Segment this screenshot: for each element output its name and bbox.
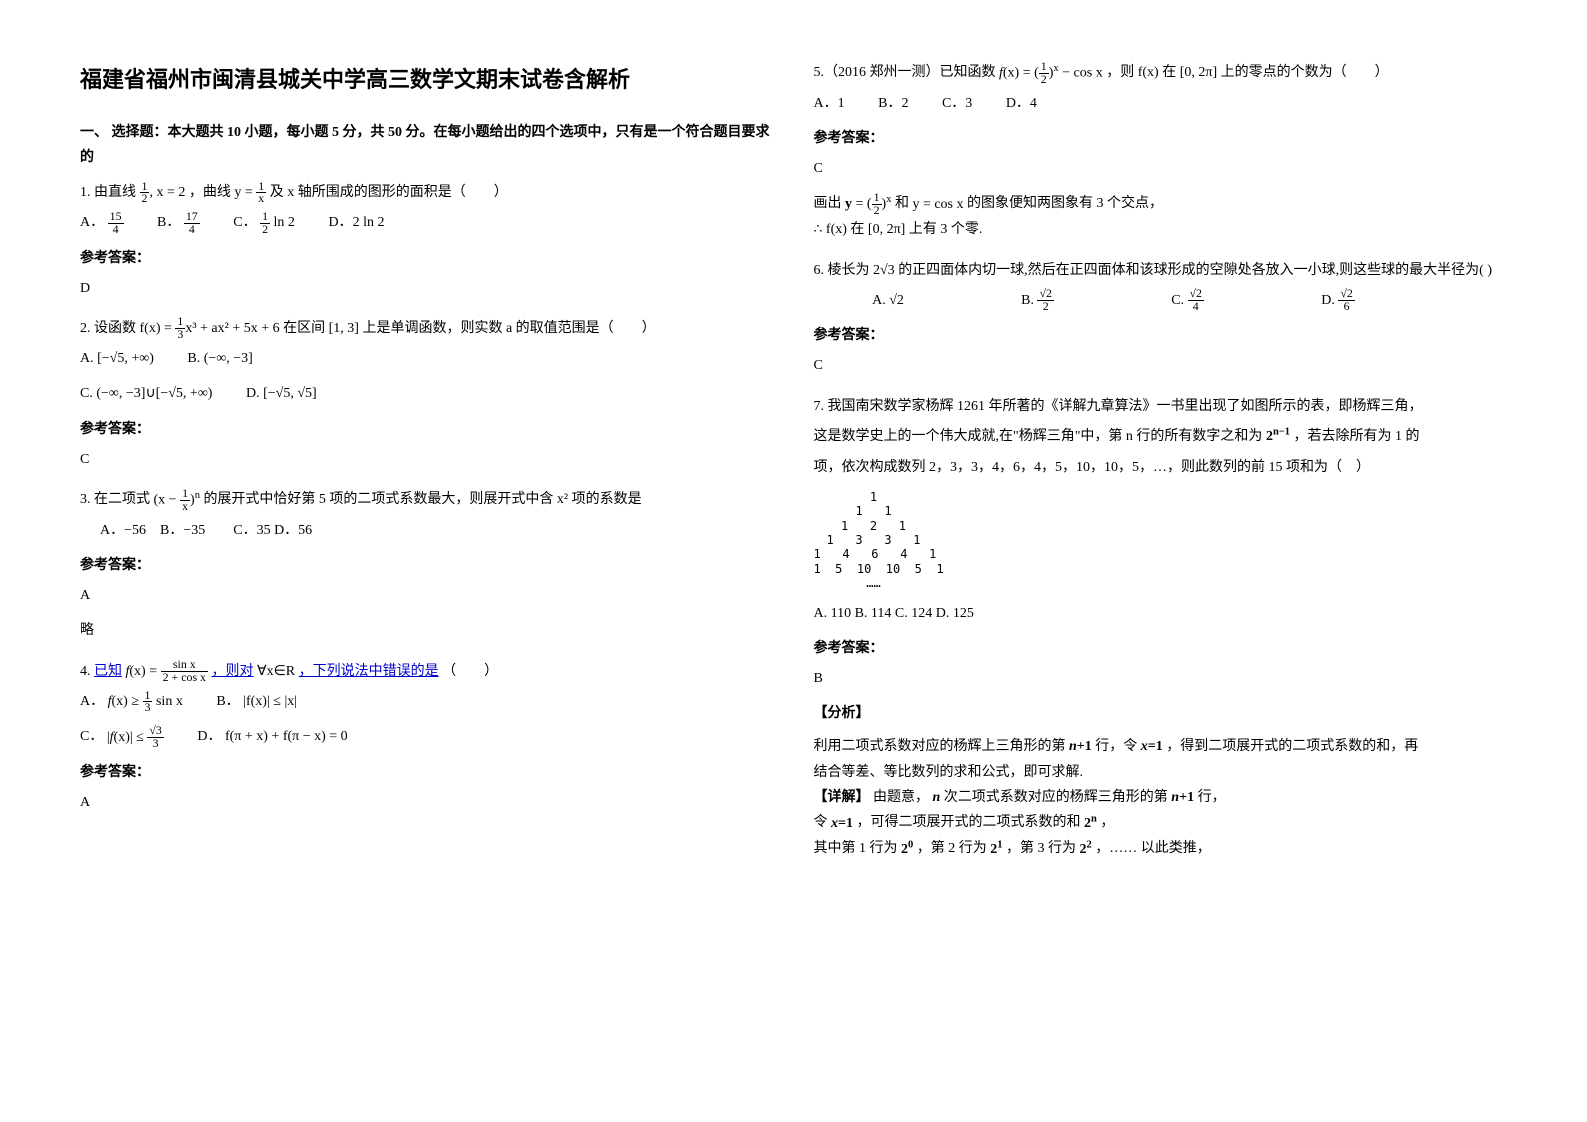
right-column: 5.（2016 郑州一测）已知函数 f(x) = (12)x − cos x ，… <box>814 60 1508 877</box>
q5-explanation-1: 画出 y = (12)x 和 y = cos x 的图象便知两图象有 3 个交点… <box>814 191 1508 217</box>
answer-label: 参考答案： <box>814 323 1508 348</box>
question-5: 5.（2016 郑州一测）已知函数 f(x) = (12)x − cos x ，… <box>814 60 1508 243</box>
q4-link-1[interactable]: 已知 <box>94 664 122 679</box>
q3-options: A．−56 B．−35 C．35 D．56 <box>100 518 774 543</box>
q5-formula-fx: f(x) = (12)x − cos x <box>999 60 1103 86</box>
q5-expl-y2: y = cos x <box>912 192 963 217</box>
answer-label: 参考答案： <box>80 417 774 442</box>
q7-analysis-1: 利用二项式系数对应的杨辉上三角形的第 n+1 行，令 x=1 ，得到二项展开式的… <box>814 734 1508 759</box>
question-2: 2. 设函数 f(x) = 13x³ + ax² + 5x + 6 在区间 [1… <box>80 316 774 472</box>
q4-forall: ∀x∈R <box>257 659 295 684</box>
q4-formula-fx: f(x) = sin x2 + cos x <box>126 659 209 684</box>
q5-options: A．1 B．2 C．3 D．4 <box>814 91 1508 116</box>
question-3: 3. 在二项式 (x − 1x)n 的展开式中恰好第 5 项的二项式系数最大，则… <box>80 487 774 644</box>
q7-detail-1: 【详解】 由题意， n 次二项式系数对应的杨辉三角形的第 n+1 行， <box>814 785 1508 810</box>
q7-answer: B <box>814 666 1508 691</box>
q4-options-row2: C． |f(x)| ≤ √33 D． f(π + x) + f(π − x) =… <box>80 724 774 749</box>
q7-line3: 项，依次构成数列 2，3，3，4，6，4，5，10，10，5，…，则此数列的前 … <box>814 455 1508 480</box>
q7-line2: 这是数学史上的一个伟大成就,在"杨辉三角"中，第 n 行的所有数字之和为 2n−… <box>814 424 1508 450</box>
q7-line1: 7. 我国南宋数学家杨辉 1261 年所著的《详解九章算法》一书里出现了如图所示… <box>814 394 1508 419</box>
answer-label: 参考答案： <box>814 636 1508 661</box>
q1-formula-lines: 12, x = 2 <box>140 180 186 205</box>
left-column: 福建省福州市闽清县城关中学高三数学文期末试卷含解析 一、 选择题：本大题共 10… <box>80 60 774 877</box>
q1-text: 1. 由直线 12, x = 2 x = ½, x = 2 ，曲线 y = 1x… <box>80 180 774 205</box>
q7-options: A. 110 B. 114 C. 124 D. 125 <box>814 601 1508 626</box>
q7-2-0: 20 <box>901 836 913 862</box>
question-1: 1. 由直线 12, x = 2 x = ½, x = 2 ，曲线 y = 1x… <box>80 180 774 301</box>
question-6: 6. 棱长为 2√3 的正四面体内切一球,然后在正四面体和该球形成的空隙处各放入… <box>814 258 1508 379</box>
q7-2-2: 22 <box>1080 836 1092 862</box>
pascals-triangle: 1 1 1 1 2 1 1 3 3 1 1 4 6 4 1 1 5 10 10 … <box>814 490 934 591</box>
q5-expl-y1: y = (12)x <box>845 191 891 217</box>
q7-n-plus-1-a: n+1 <box>1069 734 1092 759</box>
q3-brief: 略 <box>80 618 774 643</box>
q1-answer: D <box>80 276 774 301</box>
answer-label: 参考答案： <box>80 553 774 578</box>
q4-options-row1: A． f(x) ≥ 13 sin x B． |f(x)| ≤ |x| <box>80 689 774 714</box>
q6-options: A. √2 B. √22 C. √24 D. √26 <box>814 288 1414 313</box>
q7-2n: 2n <box>1084 810 1097 836</box>
q3-formula: (x − 1x)n <box>154 487 200 513</box>
q7-detail-3: 其中第 1 行为 20 ，第 2 行为 21 ，第 3 行为 22 ，…… 以此… <box>814 836 1508 862</box>
analysis-heading: 【分析】 <box>814 701 1508 726</box>
answer-label: 参考答案： <box>80 246 774 271</box>
q4-text: 4. 已知 f(x) = sin x2 + cos x ，则对 ∀x∈R ，下列… <box>80 659 774 684</box>
answer-label: 参考答案： <box>80 760 774 785</box>
question-7: 7. 我国南宋数学家杨辉 1261 年所著的《详解九章算法》一书里出现了如图所示… <box>814 394 1508 862</box>
q5-answer: C <box>814 156 1508 181</box>
q7-formula-2n1: 2n−1 <box>1266 424 1290 450</box>
section-heading: 一、 选择题：本大题共 10 小题，每小题 5 分，共 50 分。在每小题给出的… <box>80 120 774 170</box>
q6-answer: C <box>814 353 1508 378</box>
q7-n: n <box>933 785 941 810</box>
q7-n-plus-1-b: n+1 <box>1171 785 1194 810</box>
q7-2-1: 21 <box>990 836 1002 862</box>
q1-options: A． 154 B． 174 C． 12 ln 2 D．2 ln 2 <box>80 210 774 235</box>
q3-answer: A <box>80 583 774 608</box>
page-title: 福建省福州市闽清县城关中学高三数学文期末试卷含解析 <box>80 60 774 100</box>
q5-text: 5.（2016 郑州一测）已知函数 f(x) = (12)x − cos x ，… <box>814 60 1508 86</box>
q7-detail-2: 令 x=1 ，可得二项展开式的二项式系数的和 2n ， <box>814 810 1508 836</box>
q6-text: 6. 棱长为 2√3 的正四面体内切一球,然后在正四面体和该球形成的空隙处各放入… <box>814 258 1508 283</box>
answer-label: 参考答案： <box>814 126 1508 151</box>
q5-expl-fx: f(x) <box>826 217 847 242</box>
q2-text: 2. 设函数 f(x) = 13x³ + ax² + 5x + 6 在区间 [1… <box>80 316 774 341</box>
q7-analysis-2: 结合等差、等比数列的求和公式，即可求解. <box>814 760 1508 785</box>
q4-link-3[interactable]: ，下列说法中错误的是 <box>299 664 439 679</box>
q5-explanation-2: ∴ f(x) 在 [0, 2π] 上有 3 个零. <box>814 217 1508 242</box>
q5-interval: [0, 2π] <box>1180 60 1217 85</box>
q1-formula-curve: y = 1x <box>234 180 266 205</box>
question-4: 4. 已知 f(x) = sin x2 + cos x ，则对 ∀x∈R ，下列… <box>80 659 774 816</box>
q2-options-row1: A. [−√5, +∞) B. (−∞, −3] <box>80 346 774 371</box>
q4-link-2[interactable]: ，则对 <box>212 664 254 679</box>
q5-fx-ref: f(x) <box>1138 60 1159 85</box>
q2-answer: C <box>80 447 774 472</box>
q7-x-eq-1-a: x=1 <box>1141 734 1163 759</box>
q2-interval: [1, 3] <box>329 316 359 341</box>
q6-edge-length: 2√3 <box>873 258 895 283</box>
q2-formula-fx: f(x) = 13x³ + ax² + 5x + 6 <box>140 316 280 341</box>
q7-x-eq-1-b: x=1 <box>831 811 853 836</box>
q2-options-row2: C. (−∞, −3]∪[−√5, +∞) D. [−√5, √5] <box>80 381 774 406</box>
q5-expl-interval: [0, 2π] <box>868 217 905 242</box>
q4-answer: A <box>80 790 774 815</box>
q3-text: 3. 在二项式 (x − 1x)n 的展开式中恰好第 5 项的二项式系数最大，则… <box>80 487 774 513</box>
